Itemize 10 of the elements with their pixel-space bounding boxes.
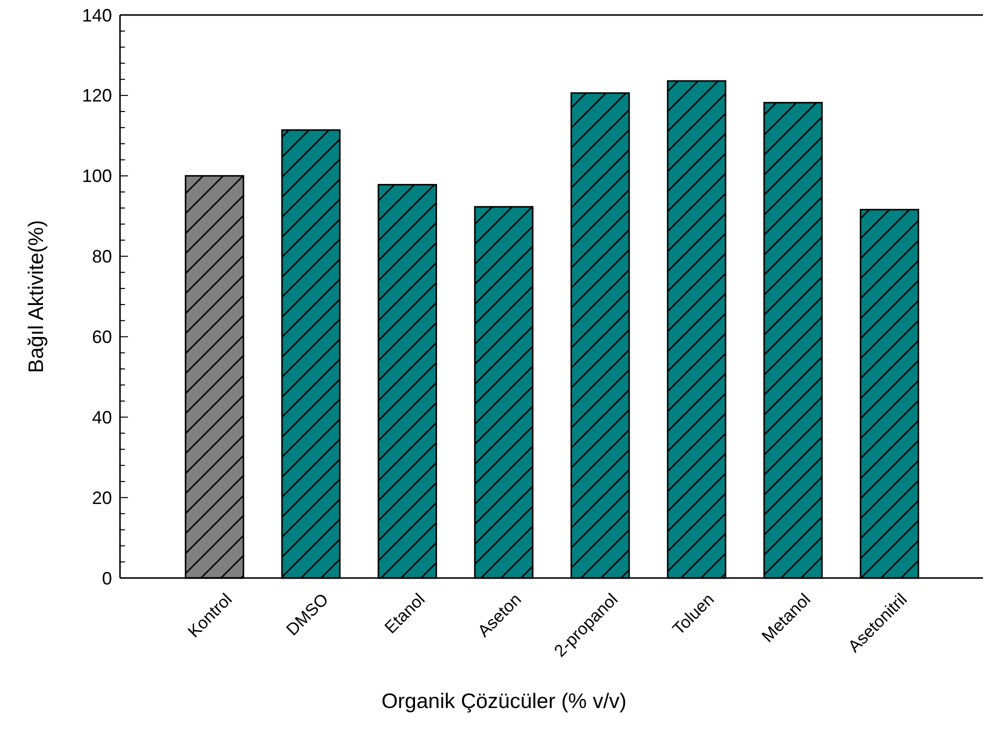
y-tick-label: 0 [102,568,112,588]
y-tick-label: 120 [82,86,112,106]
y-axis-title: Bağıl Aktivite(%) [25,220,48,373]
y-tick-label: 100 [82,166,112,186]
y-tick-label: 40 [92,407,112,428]
y-tick-label: 20 [92,488,112,508]
x-axis-title: Organik Çözücüler (% v/v) [381,690,627,713]
y-tick-label: 140 [82,5,112,26]
y-tick-label: 80 [92,246,112,267]
y-tick-label: 60 [92,327,112,348]
